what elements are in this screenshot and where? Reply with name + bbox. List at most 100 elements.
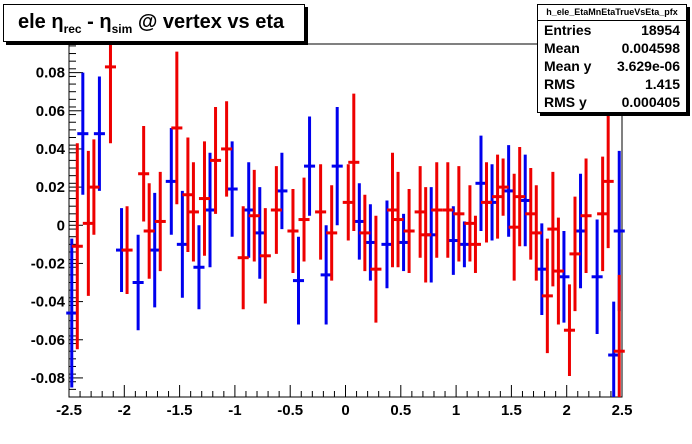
stats-value: 18954 — [641, 22, 680, 38]
data-point — [243, 162, 255, 258]
data-point — [331, 106, 343, 226]
data-point — [398, 213, 410, 272]
stats-label: RMS — [544, 76, 576, 92]
data-point — [71, 143, 83, 350]
y-tick-label: -0.02 — [31, 255, 65, 272]
title-eta-sim: η — [99, 11, 112, 33]
title-prefix: ele — [18, 11, 52, 33]
x-tick-label: -1 — [228, 402, 241, 419]
data-point — [259, 208, 271, 304]
data-point — [431, 162, 443, 258]
data-point — [480, 162, 493, 243]
data-point — [442, 162, 454, 258]
data-point — [475, 135, 487, 231]
x-tick-label: -2.5 — [56, 402, 82, 419]
data-point — [204, 152, 216, 268]
data-point — [370, 215, 382, 323]
data-point — [574, 173, 587, 289]
y-tick-label: -0.08 — [31, 370, 65, 387]
data-point — [492, 154, 504, 239]
y-tick-label: 0 — [57, 217, 65, 234]
data-point — [171, 51, 183, 205]
data-point — [525, 168, 537, 260]
data-point — [226, 141, 238, 237]
data-point — [326, 185, 338, 281]
data-point — [591, 219, 603, 335]
data-point — [547, 171, 559, 287]
y-tick-label: -0.04 — [31, 294, 66, 311]
data-point — [82, 150, 94, 296]
data-point — [276, 152, 288, 230]
stats-box: h_ele_EtaMnEtaTrueVsEta_pfx Entries 1895… — [537, 4, 687, 113]
data-marks — [66, 44, 625, 397]
stats-value: 0.000405 — [621, 94, 680, 110]
data-point — [182, 137, 194, 252]
data-point — [149, 192, 161, 308]
data-point — [221, 101, 233, 197]
data-point — [503, 145, 515, 237]
data-point — [342, 164, 354, 241]
y-tick-label: -0.06 — [31, 332, 65, 349]
title-suffix: @ vertex vs eta — [132, 11, 285, 33]
stats-row-rms-y: RMS y 0.000405 — [538, 93, 686, 111]
data-point — [497, 158, 509, 216]
data-point — [453, 166, 465, 262]
data-point — [580, 158, 592, 273]
data-point — [519, 154, 531, 247]
data-point — [541, 238, 553, 354]
data-point — [287, 189, 299, 273]
stats-row-mean: Mean 0.004598 — [538, 39, 686, 57]
data-point — [138, 126, 150, 222]
data-point — [458, 221, 470, 268]
data-point — [530, 185, 542, 281]
chart-title: ele ηrec - ηsim @ vertex vs eta — [18, 11, 284, 36]
stats-label: Mean — [544, 40, 580, 56]
data-point — [88, 139, 100, 235]
data-point — [514, 147, 526, 247]
data-point — [447, 206, 459, 275]
data-point — [104, 44, 117, 144]
stats-label: RMS y — [544, 94, 587, 110]
data-point — [320, 225, 332, 325]
data-point — [198, 141, 211, 256]
stats-value: 1.415 — [644, 76, 680, 92]
data-point — [254, 187, 266, 279]
x-tick-label: 2 — [563, 402, 571, 419]
data-point — [121, 206, 133, 294]
stats-label: Entries — [544, 22, 592, 38]
data-point — [536, 223, 548, 315]
x-tick-label: 0 — [341, 402, 349, 419]
data-point — [176, 190, 188, 298]
data-point — [359, 194, 371, 272]
y-tick-label: 0.08 — [36, 65, 65, 82]
data-point — [304, 116, 316, 216]
axes: -2.5 -2 -1.5 -1 -0.5 0 0.5 1 1.5 2 2.5 -0.08 -0.06 -0… — [31, 45, 633, 419]
x-tick-label: 1.5 — [501, 402, 522, 419]
x-tick-label: -0.5 — [277, 402, 303, 419]
data-point — [608, 301, 620, 397]
data-point — [414, 166, 426, 258]
x-tick-label: 1 — [452, 402, 460, 419]
data-point — [386, 152, 399, 268]
data-point — [270, 166, 282, 254]
title-eta-rec: η — [51, 11, 64, 33]
data-point — [93, 76, 105, 191]
stats-row-rms: RMS 1.415 — [538, 75, 686, 93]
data-point — [508, 173, 520, 281]
x-tick-label: 2.5 — [612, 402, 633, 419]
y-tick-label: 0.04 — [36, 141, 66, 158]
x-tick-label: 0.5 — [390, 402, 411, 419]
y-tick-label: 0.02 — [36, 179, 65, 196]
data-point — [77, 72, 89, 195]
data-point — [193, 225, 205, 310]
data-point — [237, 206, 249, 310]
data-point — [420, 187, 432, 283]
data-point — [315, 164, 327, 260]
data-point — [392, 171, 404, 268]
data-point — [558, 230, 570, 323]
data-point — [563, 284, 575, 377]
data-point — [602, 114, 614, 249]
title-sub-sim: sim — [111, 22, 133, 36]
data-point — [353, 183, 365, 260]
